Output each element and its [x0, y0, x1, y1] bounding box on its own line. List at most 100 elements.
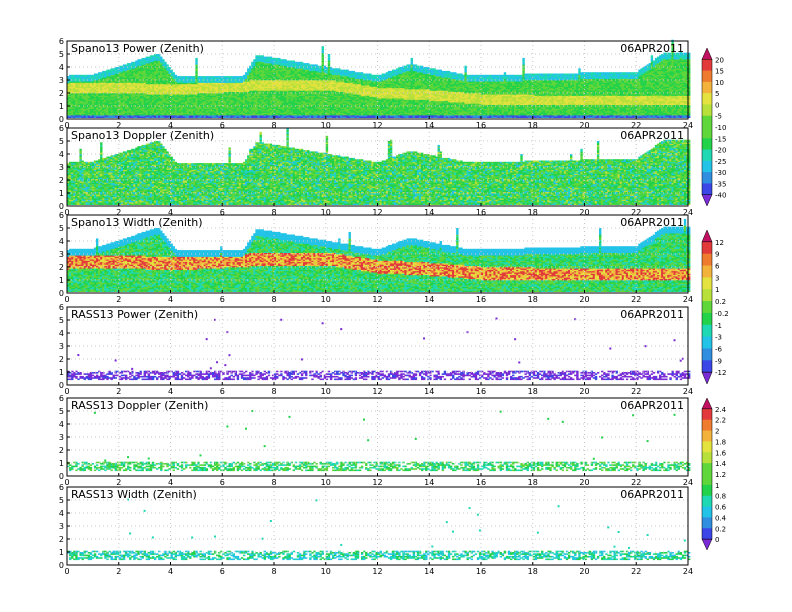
heatmap-cell: [90, 75, 92, 77]
heatmap-cell: [179, 76, 181, 78]
heatmap-cell: [218, 76, 220, 78]
heatmap-cell: [135, 61, 137, 63]
heatmap-cell: [71, 75, 73, 77]
heatmap-cell: [284, 59, 286, 61]
heatmap-cell: [328, 54, 330, 56]
heatmap-cell: [274, 58, 276, 60]
heatmap-cell: [160, 57, 162, 59]
heatmap-cell: [117, 67, 119, 69]
heatmap-cell: [152, 55, 154, 57]
heatmap-cell: [69, 75, 71, 77]
heatmap-cell: [245, 72, 247, 74]
heatmap-cell: [108, 70, 110, 72]
heatmap-cell: [262, 55, 264, 57]
heatmap-cell: [168, 67, 170, 69]
heatmap-cell: [173, 72, 175, 74]
heatmap-cell: [313, 64, 315, 66]
heatmap-cell: [73, 75, 75, 77]
heatmap-cell: [86, 75, 88, 77]
heatmap-cell: [193, 76, 195, 78]
heatmap-cell: [297, 62, 299, 64]
heatmap-cell: [104, 71, 106, 73]
heatmap-cell: [293, 61, 295, 63]
heatmap-cell: [235, 76, 237, 78]
heatmap-cell: [216, 76, 218, 78]
heatmap-cell: [106, 70, 108, 72]
heatmap-cell: [79, 75, 81, 77]
heatmap-cell: [291, 61, 293, 63]
heatmap-cell: [123, 64, 125, 66]
heatmap-cell: [150, 55, 152, 57]
heatmap-cell: [146, 57, 148, 59]
heatmap-cell: [260, 55, 262, 57]
heatmap-cell: [288, 61, 290, 63]
heatmap-cell: [247, 68, 249, 70]
heatmap-cell: [131, 62, 133, 64]
heatmap-cell: [276, 58, 278, 60]
heatmap-cell: [305, 63, 307, 65]
heatmap-cell: [264, 57, 266, 59]
heatmap-cell: [255, 55, 257, 57]
heatmap-cell: [84, 75, 86, 77]
heatmap-cell: [272, 58, 274, 60]
heatmap-cell: [81, 75, 83, 77]
heatmap-cell: [191, 76, 193, 78]
heatmap-cell: [280, 59, 282, 61]
heatmap-cell: [231, 76, 233, 78]
heatmap-cell: [228, 76, 230, 78]
heatmap-cell: [162, 59, 164, 61]
heatmap-cell: [202, 76, 204, 78]
heatmap-cell: [309, 64, 311, 66]
heatmap-cell: [96, 74, 98, 76]
heatmap-cell: [303, 63, 305, 65]
heatmap-cell: [133, 62, 135, 64]
heatmap-cell: [307, 63, 309, 65]
heatmap-cell: [210, 76, 212, 78]
heatmap-cell: [164, 62, 166, 64]
heatmap-cell: [204, 76, 206, 78]
heatmap-cell: [121, 66, 123, 68]
heatmap-cell: [75, 75, 77, 77]
heatmap-cell: [226, 76, 228, 78]
heatmap-cell: [197, 76, 199, 78]
heatmap-cell: [142, 58, 144, 60]
heatmap-cell: [251, 62, 253, 64]
heatmap-cell: [183, 76, 185, 78]
heatmap-cell: [266, 57, 268, 59]
heatmap-cell: [295, 62, 297, 64]
heatmap-cell: [224, 76, 226, 78]
heatmap-cell: [166, 64, 168, 66]
heatmap-cell: [102, 71, 104, 73]
heatmap-cell: [311, 64, 313, 66]
heatmap-cell: [98, 72, 100, 74]
heatmap-cell: [129, 63, 131, 65]
heatmap-cell: [253, 59, 255, 61]
heatmap-cell: [299, 62, 301, 64]
heatmap-cell: [185, 76, 187, 78]
heatmap-cell: [125, 64, 127, 66]
heatmap-cell: [189, 76, 191, 78]
heatmap-cell: [315, 64, 317, 66]
heatmap-cell: [187, 76, 189, 78]
heatmap-cell: [92, 75, 94, 77]
heatmap-cell: [257, 55, 259, 57]
heatmap-cell: [175, 75, 177, 77]
heatmap-cell: [127, 63, 129, 65]
heatmap-cell: [301, 62, 303, 64]
heatmap-cell: [137, 59, 139, 61]
heatmap-cell: [88, 75, 90, 77]
heatmap-cell: [177, 76, 179, 78]
heatmap-cell: [286, 61, 288, 63]
heatmap-cell: [181, 76, 183, 78]
heatmap-cell: [212, 76, 214, 78]
heatmap-cell: [199, 76, 201, 78]
heatmap-cell: [148, 57, 150, 59]
heatmap-cell: [94, 74, 96, 76]
heatmap-cell: [278, 58, 280, 60]
heatmap-cell: [139, 59, 141, 61]
heatmap-cell: [268, 57, 270, 59]
heatmap-cell: [77, 75, 79, 77]
